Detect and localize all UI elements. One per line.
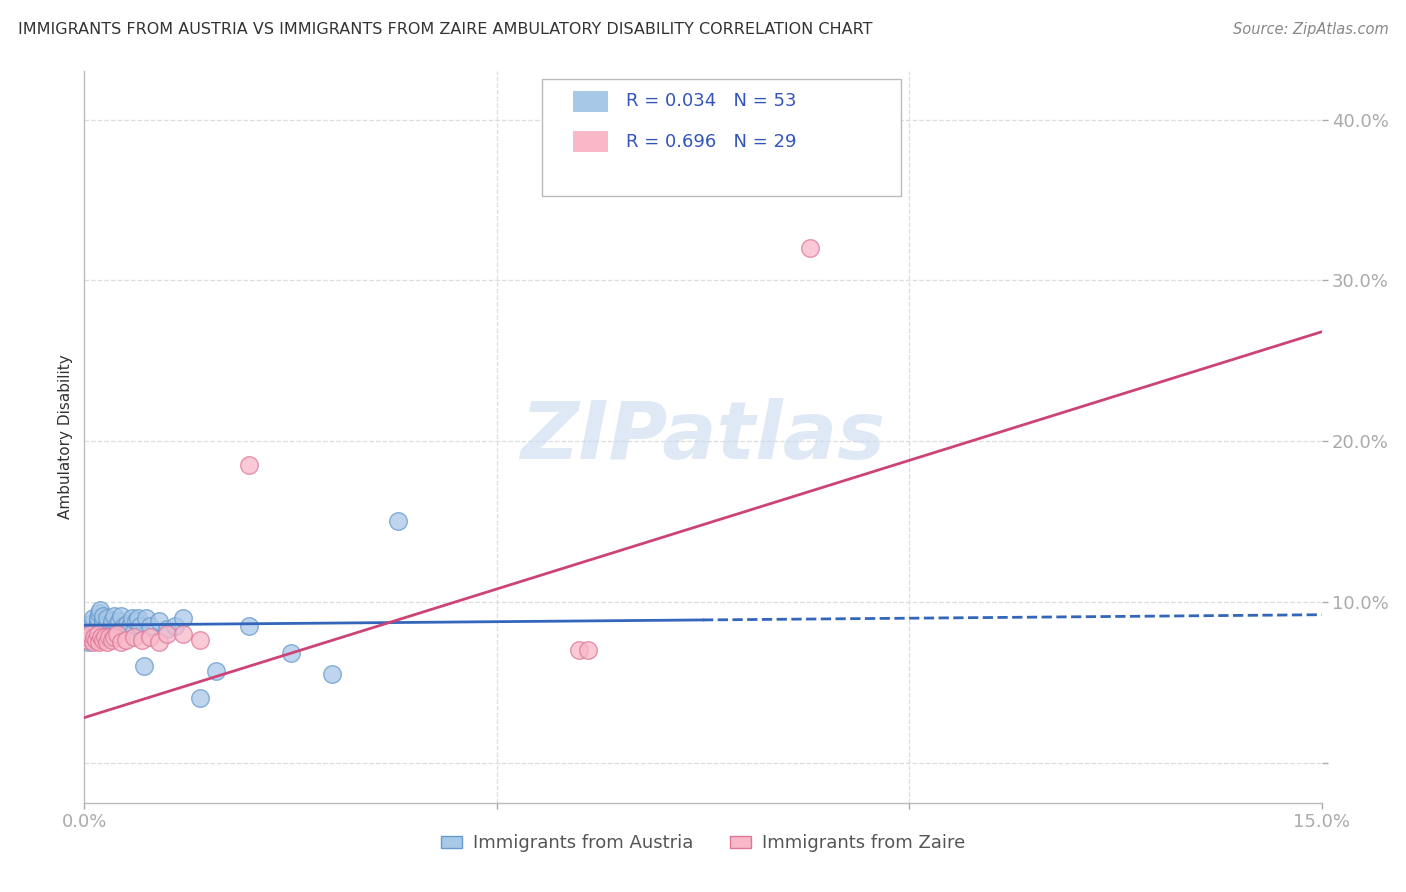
Text: R = 0.696   N = 29: R = 0.696 N = 29 xyxy=(626,133,797,151)
Y-axis label: Ambulatory Disability: Ambulatory Disability xyxy=(58,355,73,519)
Point xyxy=(98,624,121,638)
Point xyxy=(89,603,111,617)
Point xyxy=(103,609,125,624)
Point xyxy=(105,627,128,641)
Point xyxy=(76,633,98,648)
Point xyxy=(110,609,132,624)
Point xyxy=(156,622,179,636)
Point xyxy=(280,646,302,660)
Point xyxy=(82,635,104,649)
Point xyxy=(89,635,111,649)
Point xyxy=(321,667,343,681)
Point xyxy=(124,614,146,628)
Point xyxy=(148,614,170,628)
Point xyxy=(238,458,260,473)
Point xyxy=(104,619,127,633)
Point xyxy=(122,624,145,638)
Point xyxy=(91,633,114,648)
Point xyxy=(568,643,591,657)
Point xyxy=(91,614,114,628)
Point xyxy=(87,611,110,625)
Point xyxy=(80,615,103,630)
Point xyxy=(139,630,162,644)
Point xyxy=(83,630,105,644)
Point xyxy=(108,614,131,628)
Point xyxy=(94,622,117,636)
Point xyxy=(132,659,155,673)
Point xyxy=(172,611,194,625)
Point xyxy=(110,635,132,649)
Point xyxy=(82,611,104,625)
Text: Source: ZipAtlas.com: Source: ZipAtlas.com xyxy=(1233,22,1389,37)
Bar xyxy=(574,131,607,152)
Point xyxy=(79,630,101,644)
Point xyxy=(103,630,125,644)
Point xyxy=(86,627,108,641)
Point xyxy=(100,633,122,648)
Point xyxy=(101,614,124,628)
Point xyxy=(576,643,599,657)
Point xyxy=(165,619,187,633)
Point xyxy=(135,611,157,625)
Point xyxy=(112,619,135,633)
Point xyxy=(84,622,107,636)
Bar xyxy=(574,91,607,112)
Point xyxy=(79,627,101,641)
Point xyxy=(799,241,821,255)
Point xyxy=(90,622,112,636)
Point xyxy=(148,635,170,649)
Text: IMMIGRANTS FROM AUSTRIA VS IMMIGRANTS FROM ZAIRE AMBULATORY DISABILITY CORRELATI: IMMIGRANTS FROM AUSTRIA VS IMMIGRANTS FR… xyxy=(18,22,873,37)
Point xyxy=(96,635,118,649)
Point xyxy=(238,619,260,633)
Point xyxy=(118,619,141,633)
Point xyxy=(98,630,121,644)
Point xyxy=(86,619,108,633)
Point xyxy=(84,633,107,648)
Point xyxy=(127,611,149,625)
Point xyxy=(122,630,145,644)
Point xyxy=(117,617,139,632)
Point xyxy=(172,627,194,641)
Point xyxy=(188,633,211,648)
Text: R = 0.034   N = 53: R = 0.034 N = 53 xyxy=(626,93,797,111)
Point xyxy=(96,611,118,625)
Point xyxy=(86,614,108,628)
FancyBboxPatch shape xyxy=(543,78,901,195)
Point xyxy=(131,633,153,648)
Point xyxy=(96,617,118,632)
Point xyxy=(121,611,143,625)
Point xyxy=(114,622,136,636)
Point xyxy=(114,633,136,648)
Point xyxy=(84,630,107,644)
Legend: Immigrants from Austria, Immigrants from Zaire: Immigrants from Austria, Immigrants from… xyxy=(433,827,973,860)
Point xyxy=(156,627,179,641)
Point xyxy=(76,624,98,638)
Point xyxy=(94,627,117,641)
Point xyxy=(105,624,128,638)
Point xyxy=(83,627,105,641)
Text: ZIPatlas: ZIPatlas xyxy=(520,398,886,476)
Point xyxy=(129,619,152,633)
Point xyxy=(77,635,100,649)
Point xyxy=(94,630,117,644)
Point xyxy=(139,619,162,633)
Point xyxy=(80,619,103,633)
Point xyxy=(188,691,211,706)
Point xyxy=(387,515,409,529)
Point xyxy=(100,619,122,633)
Point xyxy=(205,664,228,678)
Point xyxy=(77,630,100,644)
Point xyxy=(90,619,112,633)
Point xyxy=(79,624,101,638)
Point xyxy=(90,630,112,644)
Point xyxy=(89,606,111,620)
Point xyxy=(91,609,114,624)
